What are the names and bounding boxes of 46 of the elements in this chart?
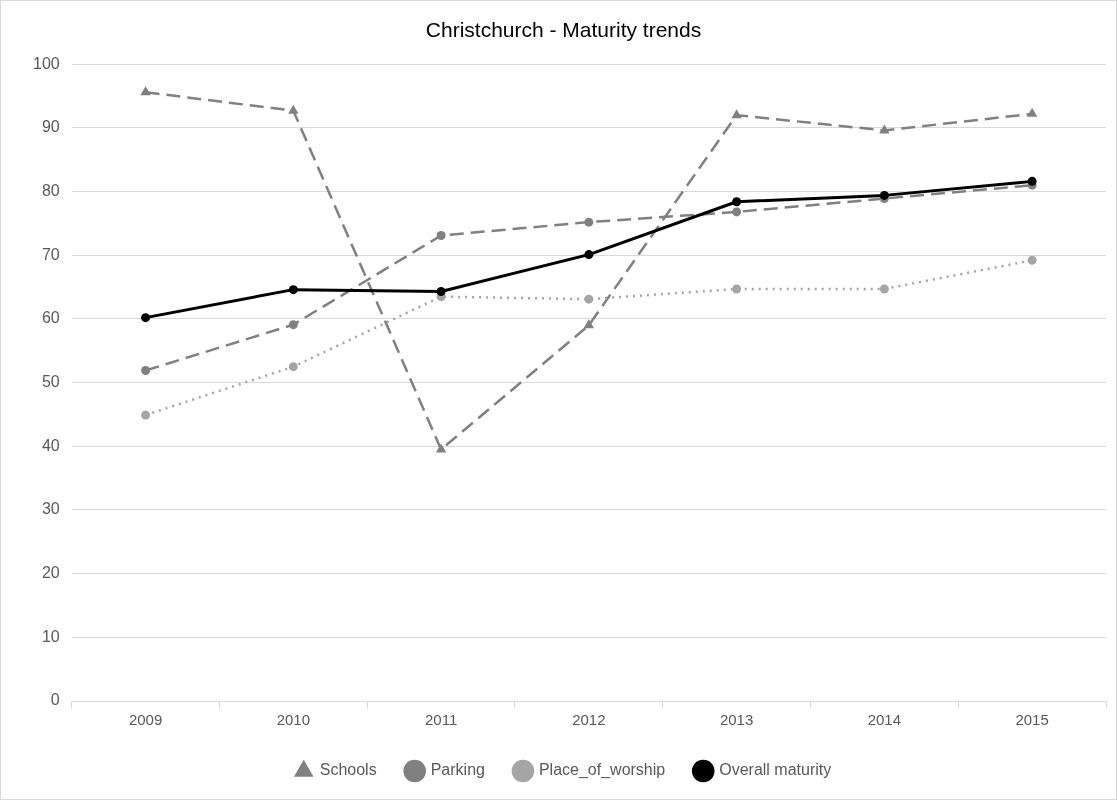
- point: [288, 104, 299, 114]
- point: [732, 284, 742, 294]
- y-tick-label: 10: [41, 627, 60, 645]
- point: [1026, 107, 1038, 117]
- point: [288, 285, 298, 295]
- chart-title: Christchurch - Maturity trends: [425, 18, 702, 42]
- point: [288, 320, 298, 330]
- y-tick-label: 50: [41, 373, 60, 391]
- point: [879, 190, 889, 200]
- y-tick-label: 70: [41, 245, 60, 263]
- point: [732, 197, 742, 207]
- point: [584, 294, 594, 304]
- point: [288, 362, 298, 372]
- y-tick-label: 40: [41, 436, 60, 454]
- y-tick-label: 60: [41, 309, 60, 327]
- legend-label: Parking: [430, 761, 485, 779]
- legend-label: Place_of_worship: [538, 761, 666, 780]
- point: [1027, 176, 1037, 186]
- legend-label: Overall maturity: [719, 761, 832, 779]
- point: [584, 250, 594, 260]
- x-tick-label: 2013: [719, 711, 754, 729]
- point: [141, 366, 151, 375]
- x-tick-label: 2011: [424, 711, 458, 729]
- y-tick-label: 20: [41, 564, 60, 582]
- point: [436, 231, 446, 240]
- point: [879, 284, 889, 294]
- y-tick-label: 100: [32, 54, 60, 72]
- point: [731, 109, 742, 119]
- y-tick-label: 80: [41, 181, 60, 199]
- x-tick-label: 2010: [276, 711, 311, 729]
- x-tick-label: 2012: [572, 711, 606, 729]
- point: [1027, 255, 1037, 265]
- y-tick-label: 30: [41, 500, 60, 518]
- y-tick-label: 0: [50, 691, 60, 709]
- point: [141, 410, 151, 420]
- point: [732, 207, 742, 217]
- x-tick-label: 2014: [867, 711, 902, 729]
- point: [436, 287, 446, 297]
- point: [583, 319, 595, 329]
- y-tick-label: 90: [41, 118, 60, 136]
- x-tick-label: 2015: [1015, 711, 1049, 729]
- x-tick-label: 2009: [128, 711, 163, 729]
- point: [140, 86, 151, 96]
- point: [584, 217, 594, 227]
- legend-label: Schools: [319, 761, 377, 779]
- point: [141, 313, 151, 323]
